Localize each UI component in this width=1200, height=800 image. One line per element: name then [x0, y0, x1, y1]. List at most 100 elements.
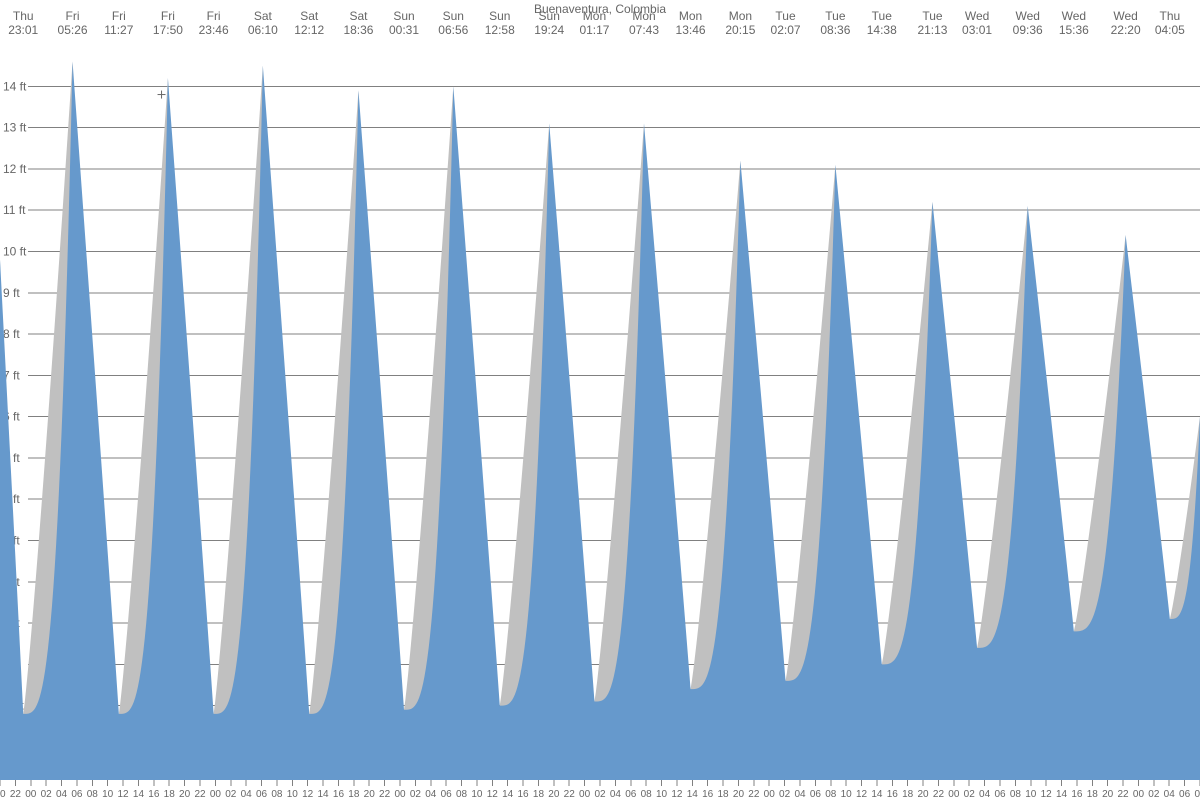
x-tick-label: 10	[656, 789, 668, 800]
x-tick-label: 04	[610, 789, 622, 800]
x-tick-label: 06	[71, 789, 83, 800]
x-tick-label: 12	[487, 789, 499, 800]
top-label-time: 03:01	[962, 23, 992, 37]
x-tick-label: 02	[779, 789, 791, 800]
x-tick-label: 22	[194, 789, 206, 800]
top-label-time: 02:07	[771, 23, 801, 37]
top-label-time: 23:01	[8, 23, 38, 37]
x-axis: 2022000204060810121416182022000204060810…	[0, 780, 1200, 800]
tide-chart: Buenaventura, Colombia -2 ft-1 ft0 ft1 f…	[0, 0, 1200, 800]
top-label-time: 22:20	[1111, 23, 1141, 37]
x-tick-label: 02	[225, 789, 237, 800]
x-tick-label: 06	[810, 789, 822, 800]
x-tick-label: 12	[302, 789, 314, 800]
x-tick-label: 02	[41, 789, 53, 800]
x-tick-label: 08	[825, 789, 837, 800]
x-tick-label: 00	[210, 789, 222, 800]
x-tick-label: 04	[241, 789, 253, 800]
x-tick-label: 08	[456, 789, 468, 800]
x-tick-label: 00	[1133, 789, 1145, 800]
x-tick-label: 22	[379, 789, 391, 800]
x-tick-label: 02	[1148, 789, 1160, 800]
x-tick-label: 14	[687, 789, 699, 800]
x-tick-label: 10	[102, 789, 114, 800]
x-tick-label: 14	[1056, 789, 1068, 800]
x-tick-label: 20	[548, 789, 560, 800]
top-label-time: 13:46	[676, 23, 706, 37]
marker-cross	[158, 91, 166, 99]
x-tick-label: 20	[179, 789, 191, 800]
x-tick-label: 12	[1041, 789, 1053, 800]
svg-text:11 ft: 11 ft	[3, 203, 26, 217]
x-tick-label: 20	[0, 789, 6, 800]
x-tick-label: 06	[625, 789, 637, 800]
chart-svg: -2 ft-1 ft0 ft1 ft2 ft3 ft4 ft5 ft6 ft7 …	[0, 0, 1200, 800]
top-label-time: 15:36	[1059, 23, 1089, 37]
x-tick-label: 20	[918, 789, 930, 800]
top-label-time: 12:12	[294, 23, 324, 37]
x-tick-label: 16	[702, 789, 714, 800]
top-label-time: 07:43	[629, 23, 659, 37]
svg-text:12 ft: 12 ft	[3, 162, 27, 176]
x-tick-label: 00	[394, 789, 406, 800]
x-tick-label: 08	[1010, 789, 1022, 800]
svg-text:13 ft: 13 ft	[3, 121, 27, 135]
x-tick-label: 18	[164, 789, 176, 800]
top-label-time: 04:05	[1155, 23, 1185, 37]
x-tick-label: 12	[118, 789, 130, 800]
x-tick-label: 16	[887, 789, 899, 800]
x-tick-label: 10	[841, 789, 853, 800]
top-label-time: 01:17	[579, 23, 609, 37]
x-tick-label: 20	[364, 789, 376, 800]
top-label-time: 06:56	[438, 23, 468, 37]
x-tick-label: 20	[1102, 789, 1114, 800]
x-tick-label: 18	[1087, 789, 1099, 800]
x-tick-label: 22	[933, 789, 945, 800]
x-tick-label: 18	[902, 789, 914, 800]
x-tick-label: 10	[471, 789, 483, 800]
x-tick-label: 08	[641, 789, 653, 800]
x-tick-label: 10	[1025, 789, 1037, 800]
x-tick-label: 14	[502, 789, 514, 800]
top-label-time: 18:36	[343, 23, 373, 37]
x-tick-label: 22	[10, 789, 22, 800]
x-tick-label: 06	[256, 789, 268, 800]
svg-text:9 ft: 9 ft	[3, 286, 20, 300]
x-tick-label: 00	[25, 789, 37, 800]
svg-text:14 ft: 14 ft	[3, 79, 27, 93]
top-label-time: 23:46	[199, 23, 229, 37]
x-tick-label: 00	[764, 789, 776, 800]
x-tick-label: 04	[794, 789, 806, 800]
top-label-time: 17:50	[153, 23, 183, 37]
x-tick-label: 02	[410, 789, 422, 800]
x-tick-label: 18	[348, 789, 360, 800]
top-label-time: 20:15	[725, 23, 755, 37]
x-tick-label: 00	[948, 789, 960, 800]
x-tick-label: 04	[979, 789, 991, 800]
x-tick-label: 18	[533, 789, 545, 800]
x-tick-label: 16	[148, 789, 160, 800]
x-tick-label: 12	[856, 789, 868, 800]
x-tick-label: 22	[1118, 789, 1130, 800]
x-tick-label: 14	[871, 789, 883, 800]
x-tick-label: 02	[964, 789, 976, 800]
x-tick-label: 14	[318, 789, 330, 800]
chart-title: Buenaventura, Colombia	[0, 2, 1200, 16]
top-label-time: 19:24	[534, 23, 564, 37]
x-tick-label: 08	[87, 789, 99, 800]
x-tick-label: 14	[133, 789, 145, 800]
x-tick-label: 12	[671, 789, 683, 800]
top-label-time: 14:38	[867, 23, 897, 37]
top-label-time: 05:26	[58, 23, 88, 37]
svg-text:10 ft: 10 ft	[3, 244, 27, 258]
x-tick-label: 16	[518, 789, 530, 800]
x-tick-label: 16	[333, 789, 345, 800]
x-tick-label: 04	[425, 789, 437, 800]
top-label-time: 12:58	[485, 23, 515, 37]
x-tick-label: 02	[594, 789, 606, 800]
top-label-time: 08:36	[820, 23, 850, 37]
x-tick-label: 18	[718, 789, 730, 800]
top-label-time: 00:31	[389, 23, 419, 37]
x-tick-label: 16	[1071, 789, 1083, 800]
x-tick-label: 20	[733, 789, 745, 800]
